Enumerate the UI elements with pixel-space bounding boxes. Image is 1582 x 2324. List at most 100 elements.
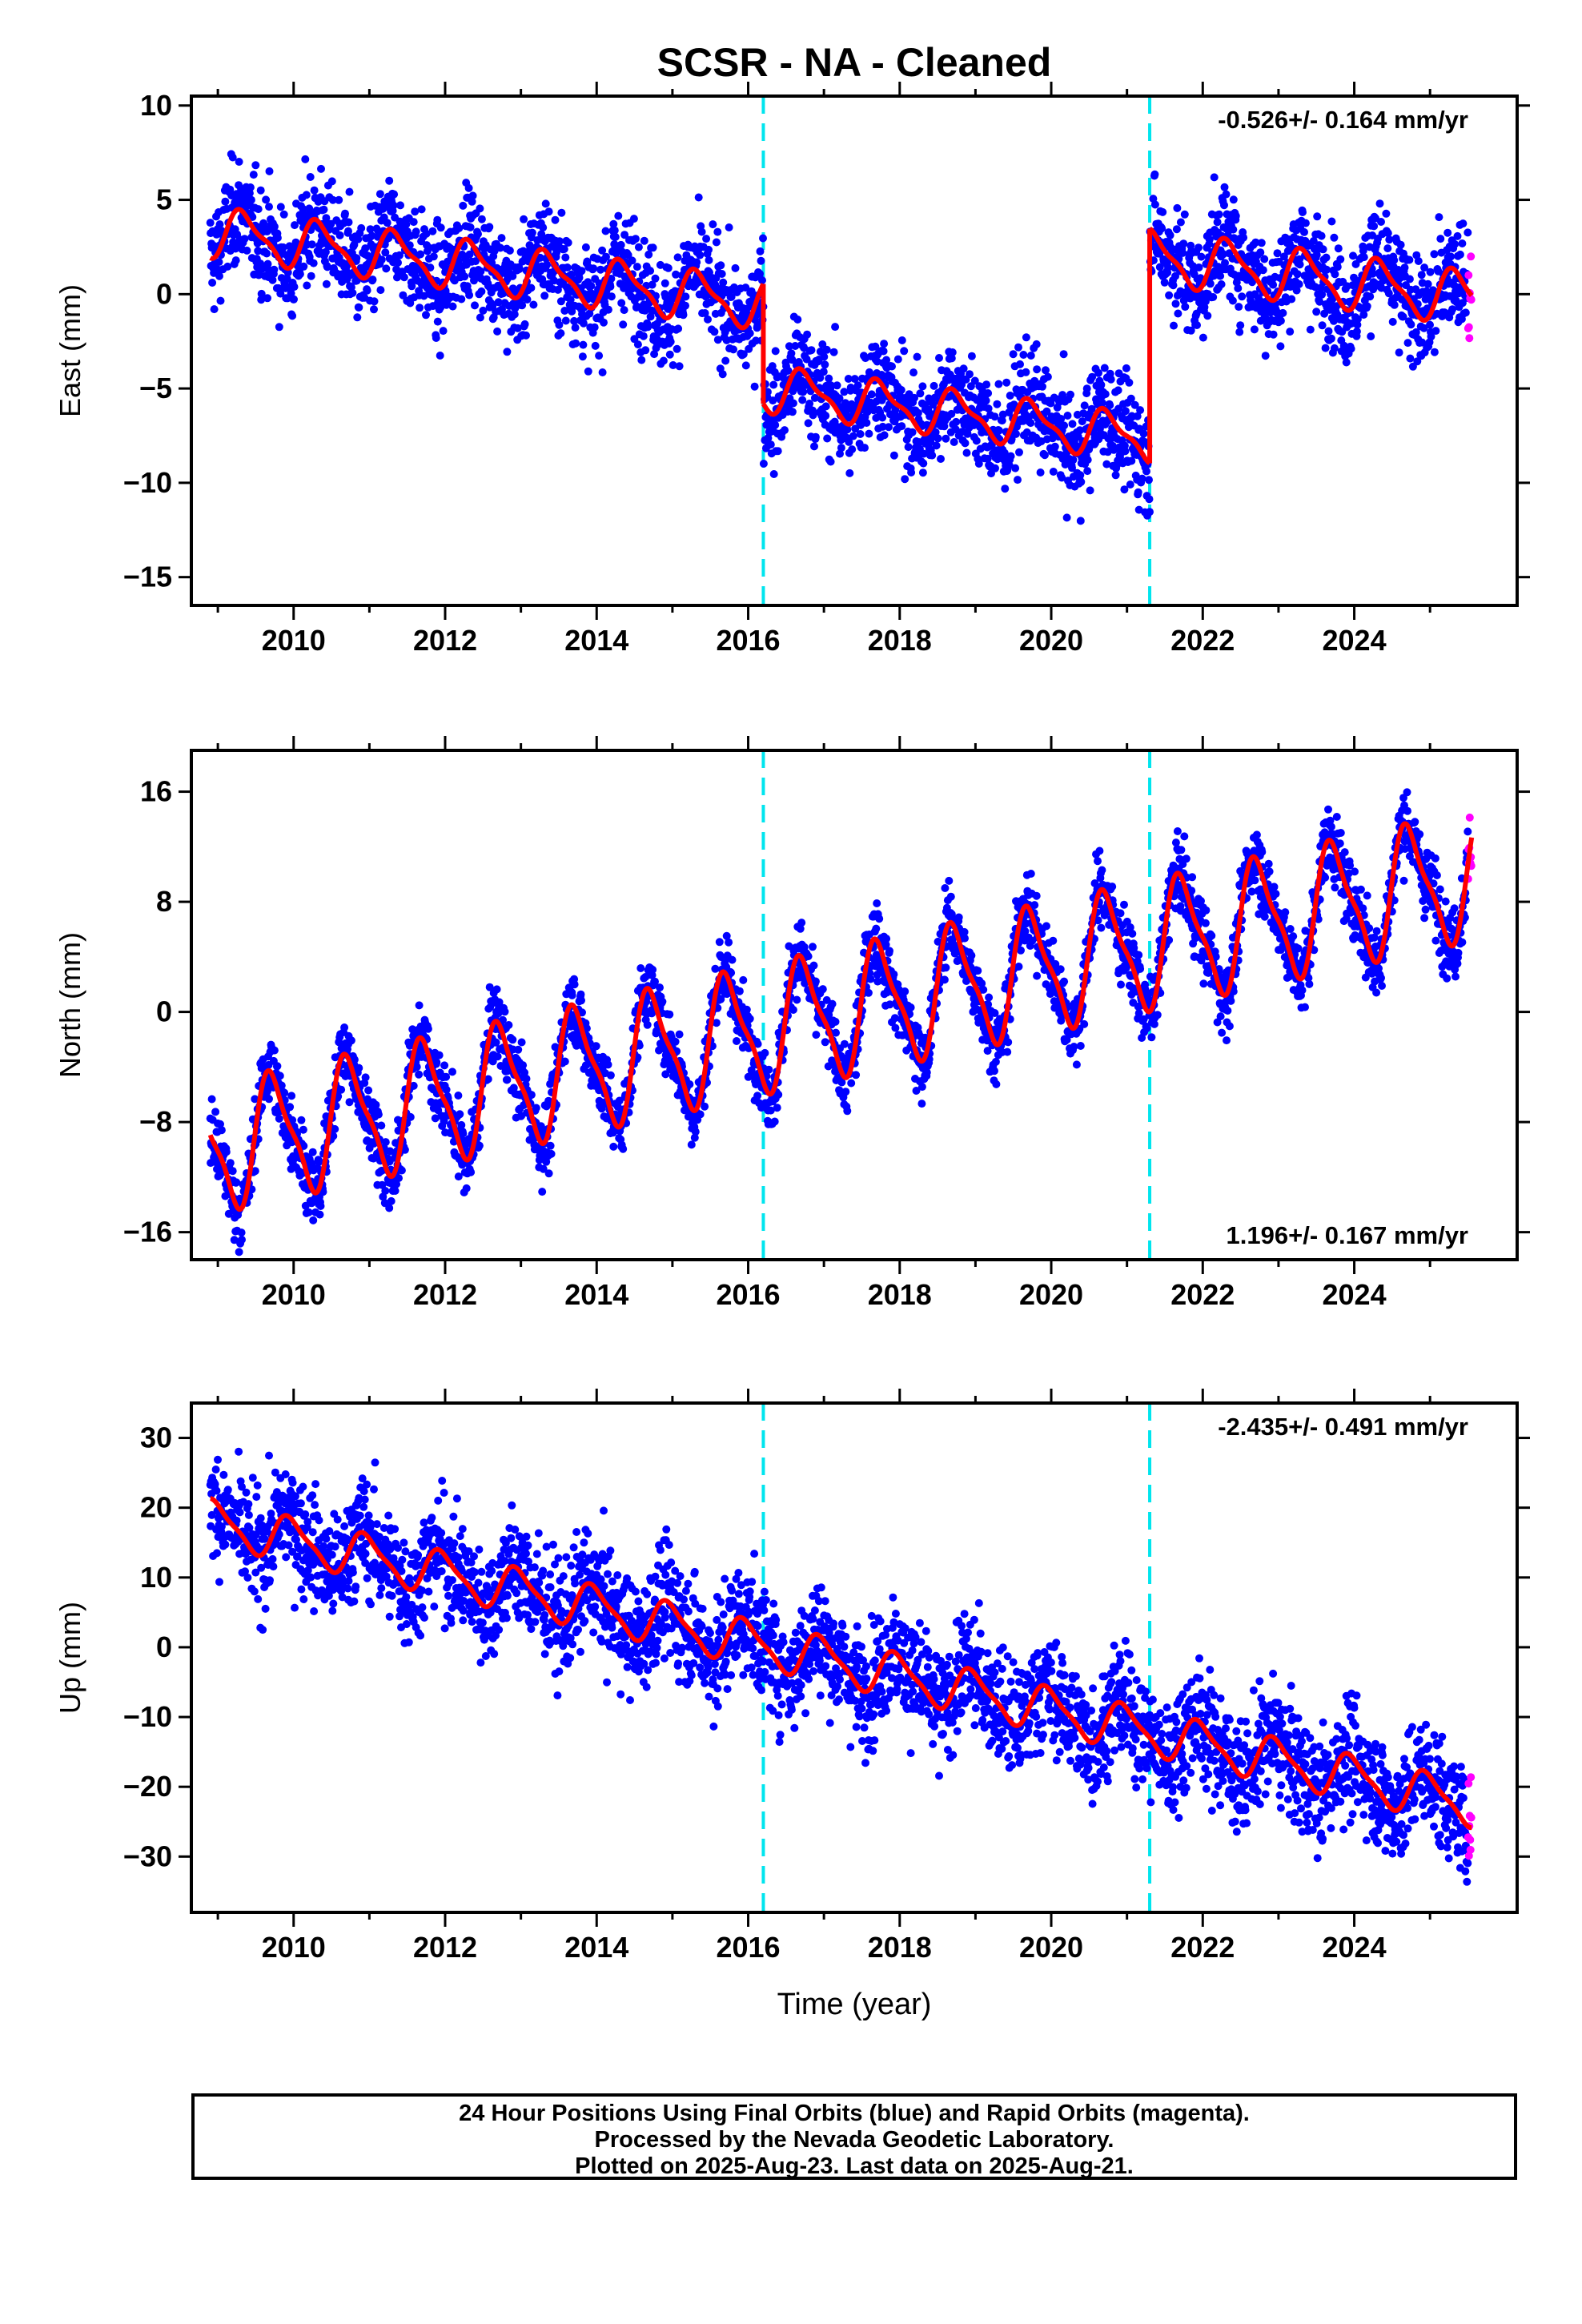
final-point [1269,330,1278,339]
final-point [472,257,480,266]
final-point [848,445,857,454]
final-point [629,215,638,223]
final-point [937,455,945,463]
final-point [381,1187,390,1195]
final-point [254,247,263,255]
final-point [1150,200,1159,209]
model-line-segment-3 [1147,226,1474,323]
final-point [392,1180,401,1188]
final-point [843,1107,852,1116]
final-point [741,361,750,370]
final-point [1083,467,1092,476]
final-point [1217,280,1226,288]
final-point [831,1017,840,1026]
final-point [998,416,1006,425]
final-point [563,263,572,271]
final-point [283,268,292,277]
final-point [812,1031,821,1039]
final-point [435,1051,444,1059]
final-point [1388,317,1397,326]
final-point [840,388,849,396]
final-point [885,423,893,432]
final-point [918,468,927,477]
final-point [650,350,659,359]
final-point [528,228,536,237]
final-point [620,306,628,315]
final-point [769,470,778,478]
final-point [455,224,464,232]
final-point [1407,320,1415,329]
final-point [387,1196,396,1205]
final-point [888,362,896,371]
rate-annotation: -0.526+/- 0.164 mm/yr [1218,106,1468,134]
final-point [596,265,605,274]
final-point [850,375,859,384]
final-point [1206,279,1215,288]
final-point [499,1015,507,1024]
final-point [468,197,476,206]
final-point [433,317,442,326]
final-point [1139,429,1148,438]
final-point [725,938,733,947]
final-point [1080,401,1089,410]
final-point [310,186,319,195]
final-point [913,408,922,417]
final-point [877,396,886,404]
final-point [1367,332,1375,340]
final-point [1273,249,1282,258]
final-point [1448,305,1457,314]
final-point [1370,222,1379,231]
final-point [753,1092,762,1100]
final-point [226,1159,235,1168]
final-point [1287,295,1296,304]
final-point [1312,308,1321,316]
final-point [1312,251,1321,259]
final-point [572,339,580,348]
final-point [247,195,255,204]
final-point [822,345,831,354]
final-point [872,924,881,933]
final-point [804,952,813,961]
final-point [797,919,806,927]
final-point [634,243,643,251]
final-point [1083,456,1092,464]
final-point [644,323,652,332]
final-point [1251,238,1260,247]
final-point [871,342,880,351]
final-point [215,258,223,267]
final-point [221,197,230,206]
final-point [428,227,437,235]
final-point [1166,231,1174,239]
final-point [769,396,777,405]
final-point [864,988,873,997]
final-point [370,297,379,306]
final-point [705,255,713,264]
final-point [1385,235,1394,244]
final-point [637,292,646,301]
final-point [1145,476,1153,485]
final-point [1114,386,1122,395]
final-point [942,434,950,443]
final-point [331,1124,339,1133]
final-point [1309,237,1318,245]
final-point [1322,253,1331,262]
final-point [993,400,1002,408]
final-point [556,297,565,306]
final-point [793,316,802,324]
final-point [1418,338,1427,347]
final-point [984,404,993,413]
y-tick-label: 5 [156,183,172,216]
final-point [1126,394,1135,403]
final-point [1239,233,1248,242]
final-point [1295,279,1303,288]
final-point [422,229,431,238]
final-point [758,276,766,284]
rapid-point [1465,334,1474,343]
final-point [540,292,549,300]
final-point [1260,255,1269,263]
final-point [644,250,653,259]
final-point [601,227,610,235]
final-point [879,347,888,356]
final-point [820,352,829,361]
final-point [484,1075,492,1084]
